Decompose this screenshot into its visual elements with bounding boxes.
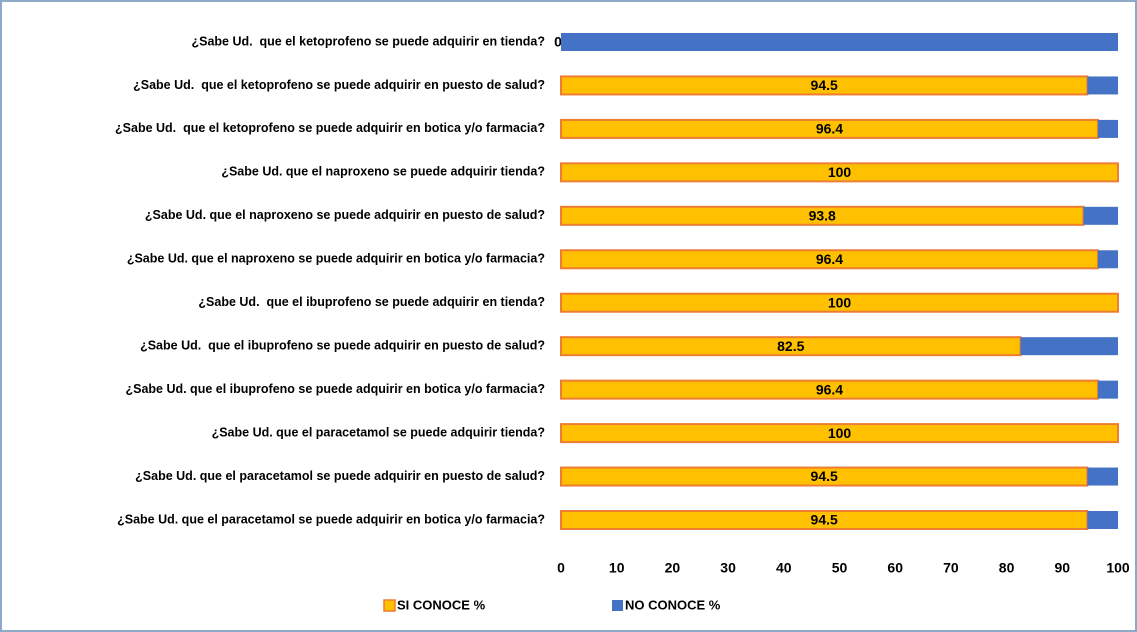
- data-label: 94.5: [811, 77, 838, 93]
- bar: [1097, 250, 1118, 269]
- y-tick-label: ¿Sabe Ud. que el ketoprofeno se puede ad…: [191, 34, 545, 48]
- data-label: 94.5: [811, 468, 838, 484]
- legend-marker: [612, 600, 623, 611]
- bar: [1020, 337, 1118, 356]
- data-label: 96.4: [816, 381, 843, 397]
- x-tick-label: 90: [1055, 560, 1071, 576]
- x-tick-label: 20: [665, 560, 681, 576]
- data-label: 94.5: [811, 512, 838, 528]
- data-label: 0: [554, 34, 562, 50]
- bar: [1097, 119, 1118, 138]
- legend-label: NO CONOCE %: [625, 597, 721, 612]
- data-label: 93.8: [809, 208, 836, 224]
- bar: [1087, 467, 1118, 486]
- x-tick-label: 50: [832, 560, 848, 576]
- y-tick-label: ¿Sabe Ud. que el paracetamol se puede ad…: [117, 512, 545, 526]
- x-tick-label: 0: [557, 560, 565, 576]
- data-label: 100: [828, 164, 852, 180]
- x-tick-label: 10: [609, 560, 625, 576]
- data-label: 100: [828, 425, 852, 441]
- bar: [1087, 511, 1118, 529]
- y-tick-label: ¿Sabe Ud. que el naproxeno se puede adqu…: [221, 165, 545, 179]
- x-tick-label: 70: [943, 560, 959, 576]
- x-tick-label: 60: [887, 560, 903, 576]
- data-label: 82.5: [777, 338, 804, 354]
- y-tick-label: ¿Sabe Ud. que el ketoprofeno se puede ad…: [115, 121, 545, 135]
- legend-label: SI CONOCE %: [397, 597, 486, 612]
- x-tick-label: 80: [999, 560, 1015, 576]
- y-tick-label: ¿Sabe Ud. que el ibuprofeno se puede adq…: [198, 295, 545, 309]
- y-tick-label: ¿Sabe Ud. que el ketoprofeno se puede ad…: [133, 78, 545, 92]
- y-tick-label: ¿Sabe Ud. que el naproxeno se puede adqu…: [127, 252, 545, 266]
- y-tick-label: ¿Sabe Ud. que el naproxeno se puede adqu…: [145, 208, 545, 222]
- bar: [560, 292, 1119, 313]
- data-label: 96.4: [816, 251, 843, 267]
- x-tick-label: 40: [776, 560, 792, 576]
- x-tick-label: 100: [1106, 560, 1130, 576]
- legend-marker: [383, 599, 396, 612]
- x-tick-label: 30: [720, 560, 736, 576]
- y-tick-label: ¿Sabe Ud. que el paracetamol se puede ad…: [135, 469, 545, 483]
- y-tick-label: ¿Sabe Ud. que el paracetamol se puede ad…: [212, 425, 545, 439]
- bar: [560, 423, 1119, 444]
- y-tick-label: ¿Sabe Ud. que el ibuprofeno se puede adq…: [140, 338, 545, 352]
- bar: [1097, 380, 1118, 399]
- bar: [1083, 206, 1118, 225]
- bar: [1087, 76, 1118, 95]
- data-label: 96.4: [816, 121, 843, 137]
- data-label: 100: [828, 294, 852, 310]
- bar: [561, 33, 1118, 51]
- y-tick-label: ¿Sabe Ud. que el ibuprofeno se puede adq…: [125, 382, 545, 396]
- bar: [560, 162, 1119, 183]
